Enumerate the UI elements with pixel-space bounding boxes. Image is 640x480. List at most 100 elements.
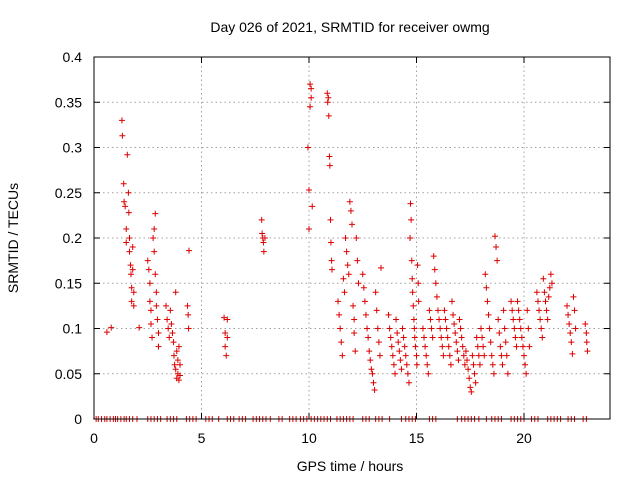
data-point <box>409 289 416 296</box>
data-point <box>491 233 498 240</box>
data-point <box>437 325 444 332</box>
data-point <box>119 132 126 139</box>
data-point <box>583 330 590 337</box>
data-point <box>346 198 353 205</box>
data-point <box>411 334 418 341</box>
data-point <box>344 262 351 269</box>
x-tick-label: 0 <box>90 430 98 446</box>
data-point <box>464 357 471 364</box>
data-point <box>147 320 154 327</box>
data-point <box>403 361 410 368</box>
data-point <box>145 266 152 273</box>
data-point <box>482 271 489 278</box>
data-point <box>414 262 421 269</box>
data-point <box>175 343 182 350</box>
data-point <box>459 343 466 350</box>
data-point <box>537 316 544 323</box>
data-point <box>165 325 172 332</box>
data-point <box>355 280 362 287</box>
data-point <box>427 316 434 323</box>
data-point <box>123 239 130 246</box>
data-point <box>367 357 374 364</box>
data-point <box>467 384 474 391</box>
data-point <box>495 316 502 323</box>
axes: 0 5 10 15 20 0 0.05 0.1 0.15 0.2 0.25 0.3 0.35 0.4 <box>55 49 610 446</box>
data-point <box>108 324 115 331</box>
data-point <box>342 235 349 241</box>
data-point <box>126 235 133 241</box>
data-point <box>409 275 416 282</box>
data-point <box>476 361 483 368</box>
data-point <box>398 366 405 373</box>
data-point <box>260 239 267 246</box>
data-point <box>130 302 137 309</box>
data-point <box>350 302 357 309</box>
data-point <box>125 189 132 196</box>
data-point <box>485 311 492 318</box>
data-point <box>347 207 354 214</box>
data-point <box>513 343 520 350</box>
data-point <box>173 348 180 355</box>
data-point <box>261 235 268 241</box>
data-point <box>125 209 132 216</box>
data-point <box>153 302 160 309</box>
data-point <box>185 325 192 332</box>
data-point <box>451 320 458 327</box>
data-point <box>475 352 482 359</box>
data-point <box>421 334 428 341</box>
data-point <box>564 302 570 309</box>
data-point <box>327 216 334 223</box>
data-point <box>128 298 135 305</box>
data-point <box>411 325 418 332</box>
data-point <box>129 244 136 251</box>
data-point <box>413 352 420 359</box>
data-point <box>432 280 439 287</box>
data-point <box>584 348 591 355</box>
data-point <box>399 325 406 332</box>
data-point <box>155 343 162 350</box>
x-tick-label: 20 <box>516 430 532 446</box>
data-point <box>123 225 130 232</box>
data-point <box>172 289 179 296</box>
data-point <box>510 316 517 323</box>
data-point <box>413 361 420 368</box>
data-point <box>525 325 532 332</box>
data-point <box>460 352 467 359</box>
data-point <box>472 379 479 386</box>
data-point <box>441 307 448 314</box>
data-point <box>519 343 526 350</box>
data-point <box>405 379 412 386</box>
data-point <box>365 334 372 341</box>
data-point <box>523 370 530 377</box>
data-point <box>120 180 127 187</box>
data-point <box>397 357 404 364</box>
data-point <box>524 307 531 314</box>
data-point <box>149 334 156 341</box>
data-point <box>375 339 382 346</box>
data-point <box>474 343 481 350</box>
data-point <box>496 330 503 337</box>
data-point <box>488 352 495 359</box>
data-point <box>343 248 350 255</box>
data-point <box>541 289 548 296</box>
data-point <box>164 316 171 323</box>
data-point <box>370 379 377 386</box>
data-point <box>466 375 473 382</box>
data-point <box>401 343 408 350</box>
data-point <box>426 307 433 314</box>
data-point <box>521 352 527 359</box>
data-point <box>388 343 395 350</box>
data-point <box>433 293 440 300</box>
data-point <box>435 307 441 314</box>
data-point <box>186 247 193 254</box>
y-tick-label: 0.3 <box>63 140 83 156</box>
data-point <box>371 387 378 394</box>
data-point <box>121 198 128 205</box>
data-point <box>222 330 229 337</box>
data-point <box>509 307 516 314</box>
data-point <box>450 311 457 318</box>
data-point <box>328 257 335 264</box>
data-point <box>566 320 573 327</box>
data-point <box>258 216 265 223</box>
data-point <box>361 298 368 305</box>
